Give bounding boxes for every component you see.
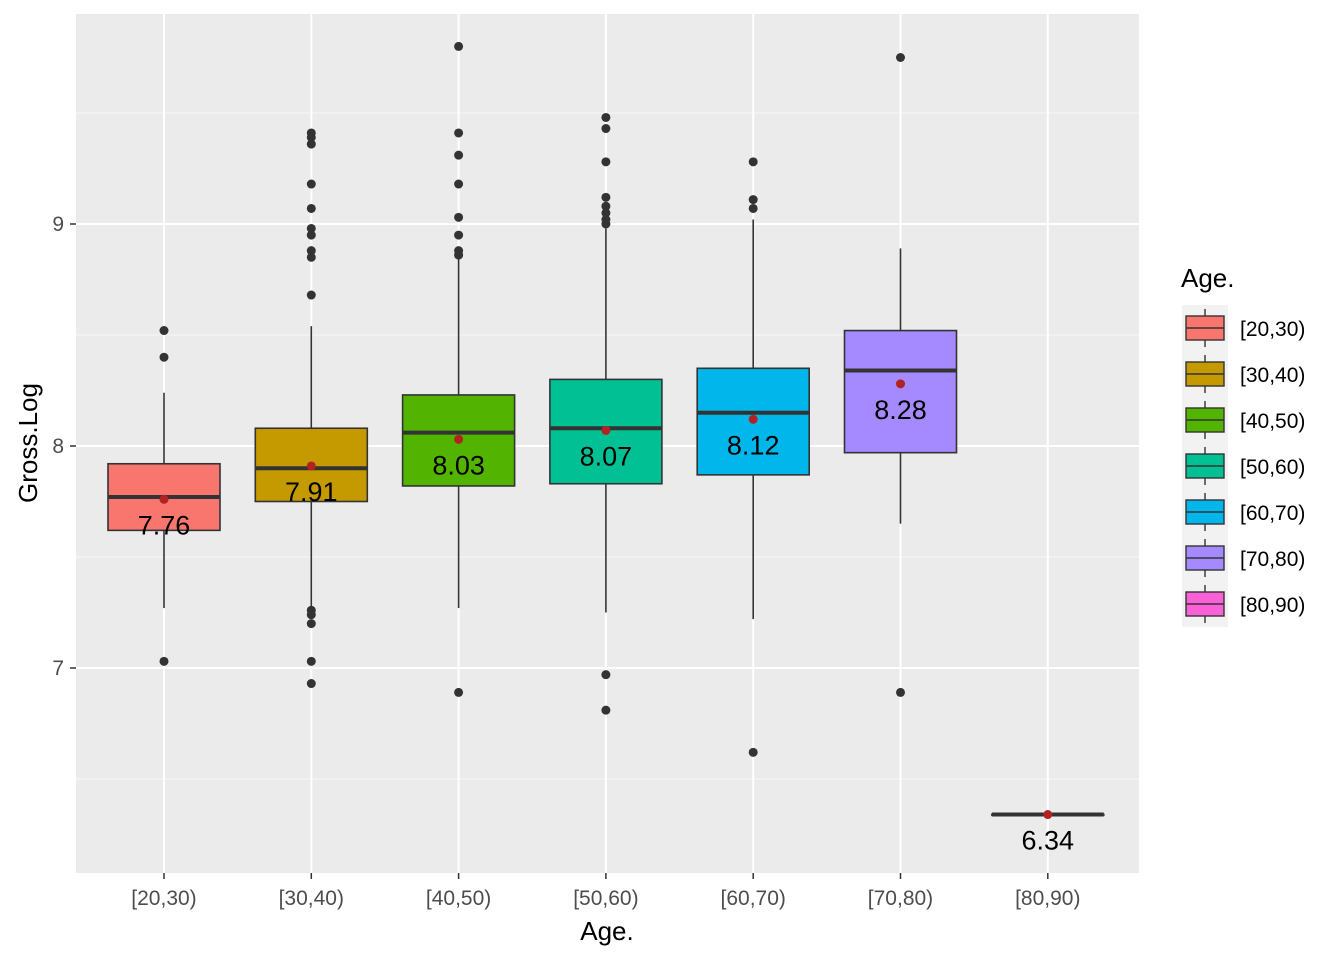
outlier-point [748, 203, 758, 213]
outlier-point [306, 619, 316, 629]
outlier-point [748, 195, 758, 205]
outlier-point [454, 179, 464, 189]
outlier-point [454, 150, 464, 160]
box-[70,80) [843, 329, 958, 454]
legend-label: [70,80) [1240, 548, 1305, 571]
outlier-point [454, 41, 464, 51]
x-tick-label: [70,80) [868, 887, 933, 910]
outlier-point [601, 157, 611, 167]
mean-label: 8.07 [580, 441, 633, 471]
y-tick-label: 8 [52, 435, 64, 458]
outlier-point [601, 670, 611, 680]
outlier-point [306, 179, 316, 189]
outlier-point [306, 252, 316, 262]
outlier-point [306, 223, 316, 233]
mean-points [159, 379, 1053, 820]
minor-gridlines [76, 112, 1139, 780]
x-axis: [20,30) [30,40) [40,50) [50,60) [60,70) [70,8… [131, 873, 1080, 910]
mean-label: 8.28 [874, 395, 927, 425]
outlier-point [454, 128, 464, 138]
mean-point [454, 434, 464, 444]
outlier-point [306, 679, 316, 689]
y-tick-label: 9 [52, 213, 64, 236]
outlier-point [896, 687, 905, 697]
box-group [107, 219, 1105, 817]
outlier-point [306, 203, 316, 213]
mean-label: 6.34 [1022, 826, 1075, 856]
x-tick-label: [20,30) [131, 887, 196, 910]
x-tick-label: [50,60) [573, 887, 638, 910]
legend-label: [20,30) [1240, 318, 1305, 341]
outlier-point [306, 132, 316, 142]
outlier-point [601, 208, 611, 218]
mean-label: 8.03 [432, 450, 485, 480]
mean-label: 7.91 [285, 477, 338, 507]
outlier-points [159, 41, 905, 757]
legend-label: [60,70) [1240, 502, 1305, 525]
outlier-point [601, 124, 611, 134]
legend-label: [30,40) [1240, 364, 1305, 387]
legend-label: [40,50) [1240, 410, 1305, 433]
outlier-point [896, 53, 905, 62]
mean-labels: 7.76 7.91 8.03 8.07 8.12 8.28 6.34 [138, 395, 1074, 856]
x-axis-title: Age. [580, 916, 634, 946]
outlier-point [159, 326, 169, 336]
mean-point [1043, 810, 1053, 820]
mean-point [896, 379, 905, 389]
y-axis: 7 8 9 [52, 213, 76, 680]
legend-title: Age. [1181, 263, 1235, 293]
outlier-point [454, 687, 464, 697]
outlier-point [601, 192, 611, 202]
legend-label: [50,60) [1240, 456, 1305, 479]
outlier-point [601, 112, 611, 122]
mean-point [306, 461, 316, 471]
legend-label: [80,90) [1240, 594, 1305, 617]
y-axis-title: Gross.Log [13, 383, 43, 503]
x-tick-label: [30,40) [279, 887, 344, 910]
outlier-point [454, 250, 464, 260]
box-[30,40) [254, 427, 369, 503]
outlier-point [159, 656, 169, 666]
x-tick-label: [80,90) [1015, 887, 1080, 910]
x-tick-label: [60,70) [721, 887, 786, 910]
mean-point [159, 494, 169, 504]
outlier-point [601, 705, 611, 715]
mean-point [748, 414, 758, 424]
outlier-point [306, 246, 316, 256]
outlier-point [601, 219, 611, 229]
outlier-point [454, 230, 464, 240]
legend: Age. [20,30) [30,40) [40,50) [50,60) [60,70)… [1181, 263, 1305, 627]
mean-label: 8.12 [727, 430, 780, 460]
outlier-point [306, 230, 316, 240]
y-tick-label: 7 [52, 657, 64, 680]
outlier-point [748, 747, 758, 757]
outlier-point [454, 212, 464, 222]
mean-point [601, 425, 611, 435]
outlier-point [748, 157, 758, 167]
outlier-point [159, 352, 169, 362]
outlier-point [306, 656, 316, 666]
x-tick-label: [40,50) [426, 887, 491, 910]
outlier-point [306, 610, 316, 620]
outlier-point [306, 290, 316, 300]
outlier-point [601, 201, 611, 211]
outlier-point [306, 139, 316, 149]
mean-label: 7.76 [138, 510, 191, 540]
